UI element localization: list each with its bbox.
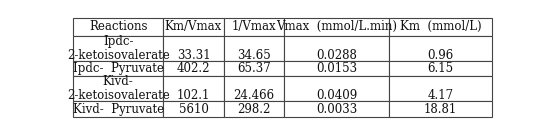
Text: Ipdc-: Ipdc- xyxy=(103,35,133,48)
Text: Km  (mmol/L): Km (mmol/L) xyxy=(399,20,481,33)
Bar xyxy=(389,36,491,61)
Text: Kivd-  Pyruvate: Kivd- Pyruvate xyxy=(73,103,164,116)
Text: 1/Vmax: 1/Vmax xyxy=(232,20,277,33)
Text: 18.81: 18.81 xyxy=(424,103,457,116)
Bar xyxy=(389,61,491,76)
Text: Km/Vmax: Km/Vmax xyxy=(165,20,222,33)
Text: 34.65: 34.65 xyxy=(237,49,271,62)
Bar xyxy=(224,76,284,101)
Bar xyxy=(163,36,224,61)
Bar xyxy=(284,101,389,117)
Text: 0.0153: 0.0153 xyxy=(316,62,358,75)
Bar xyxy=(224,36,284,61)
Bar xyxy=(284,61,389,76)
Text: 0.0409: 0.0409 xyxy=(316,89,358,102)
Text: Ipdc-  Pyruvate: Ipdc- Pyruvate xyxy=(73,62,164,75)
Bar xyxy=(284,18,389,36)
Text: 0.96: 0.96 xyxy=(427,49,453,62)
Text: Reactions: Reactions xyxy=(89,20,147,33)
Text: 33.31: 33.31 xyxy=(177,49,210,62)
Text: 6.15: 6.15 xyxy=(428,62,453,75)
Text: 2-ketoisovalerate: 2-ketoisovalerate xyxy=(67,49,170,62)
Bar xyxy=(224,61,284,76)
Text: 5610: 5610 xyxy=(179,103,208,116)
Text: 0.0288: 0.0288 xyxy=(316,49,357,62)
Text: Vmax  (mmol/L.min): Vmax (mmol/L.min) xyxy=(276,20,397,33)
Text: 0.0033: 0.0033 xyxy=(316,103,358,116)
Bar xyxy=(284,36,389,61)
Text: Kivd-: Kivd- xyxy=(102,75,133,88)
Bar xyxy=(163,18,224,36)
Text: 102.1: 102.1 xyxy=(177,89,210,102)
Bar xyxy=(224,18,284,36)
Bar xyxy=(73,101,163,117)
Bar xyxy=(73,76,163,101)
Bar xyxy=(163,76,224,101)
Text: 2-ketoisovalerate: 2-ketoisovalerate xyxy=(67,89,170,102)
Bar xyxy=(73,18,163,36)
Text: 298.2: 298.2 xyxy=(237,103,271,116)
Text: 24.466: 24.466 xyxy=(234,89,275,102)
Bar xyxy=(163,61,224,76)
Bar xyxy=(389,101,491,117)
Bar xyxy=(163,101,224,117)
Text: 65.37: 65.37 xyxy=(237,62,271,75)
Text: 4.17: 4.17 xyxy=(428,89,453,102)
Bar xyxy=(224,101,284,117)
Bar xyxy=(284,76,389,101)
Bar xyxy=(73,36,163,61)
Bar xyxy=(73,61,163,76)
Text: 402.2: 402.2 xyxy=(177,62,210,75)
Bar xyxy=(389,76,491,101)
Bar xyxy=(389,18,491,36)
